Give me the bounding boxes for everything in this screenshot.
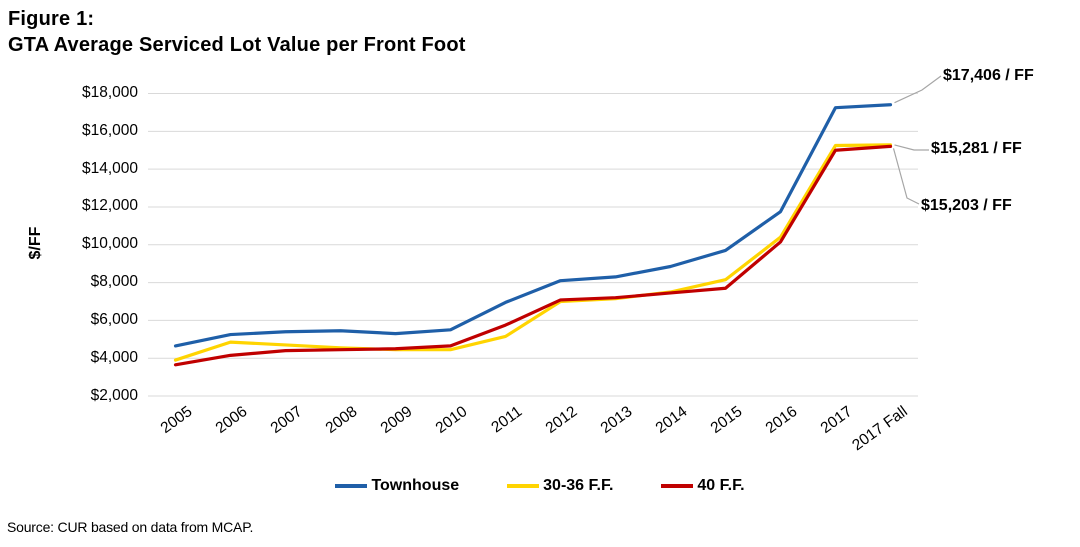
series-line-townhouse [173,103,893,348]
legend-label-30-36ff: 30-36 F.F. [543,477,614,494]
y-tick-label: $4,000 [90,348,138,366]
y-tick-label: $8,000 [90,273,138,291]
legend-label-townhouse: Townhouse [371,477,460,494]
townhouse-line-swatch-icon [335,484,368,488]
y-tick-label: $6,000 [90,310,138,328]
annotation-40ff-value: $15,203 / FF [921,197,1012,214]
y-tick-label: $14,000 [81,159,138,177]
source-note: Source: CUR based on data from MCAP. [7,519,254,535]
series-line-30-36-f-f- [173,143,893,362]
legend-label-40ff: 40 F.F. [697,477,745,494]
y-tick-label: $16,000 [81,121,138,139]
figure-label: Figure 1: [8,8,95,30]
leader-line [894,75,942,104]
legend-item-30-36ff: 30-36 F.F. [507,477,613,495]
annotation-30-36ff-value: $15,281 / FF [931,140,1022,157]
30-36ff-line-swatch-icon [507,484,540,488]
40ff-line-swatch-icon [661,484,694,488]
series-line-40-f-f- [173,144,893,367]
chart-legend: Townhouse 30-36 F.F. 40 F.F. [0,477,1080,495]
chart-title-block: Figure 1: GTA Average Serviced Lot Value… [8,6,466,58]
y-tick-label: $12,000 [81,197,138,215]
page-title: GTA Average Serviced Lot Value per Front… [8,34,466,56]
y-tick-label: $18,000 [81,84,138,101]
annotation-townhouse-value: $17,406 / FF [943,67,1034,84]
leader-line [894,144,929,151]
legend-item-40ff: 40 F.F. [661,477,745,495]
legend-item-townhouse: Townhouse [335,477,459,495]
y-tick-label: $2,000 [90,386,138,404]
y-tick-label: $10,000 [81,235,138,253]
leader-line [892,148,920,205]
